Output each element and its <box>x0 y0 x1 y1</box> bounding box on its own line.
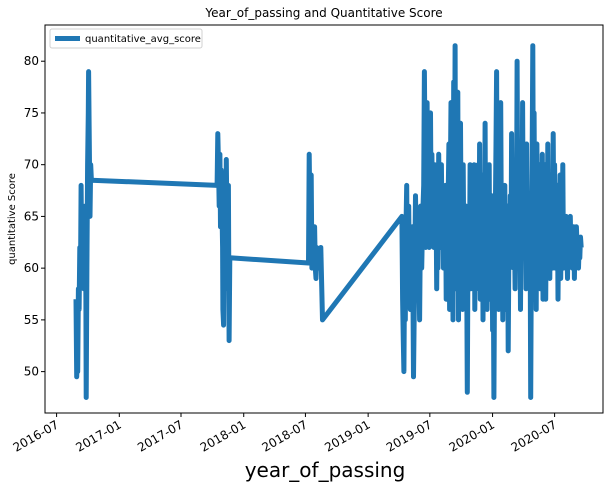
legend-box <box>49 28 203 49</box>
legend: quantitative_avg_score <box>49 28 203 49</box>
chart-title: Year_of_passing and Quantitative Score <box>204 6 442 20</box>
y-tick-label: 65 <box>24 209 39 223</box>
y-tick-label: 80 <box>24 54 39 68</box>
y-tick-label: 60 <box>24 261 39 275</box>
x-tick-label: 2018-01 <box>198 417 248 454</box>
y-axis-label: quantitative Score <box>7 173 18 265</box>
y-tick-label: 75 <box>24 106 39 120</box>
plot-frame <box>44 24 604 414</box>
y-tick-label: 50 <box>24 365 39 379</box>
x-tick-label: 2018-07 <box>259 417 309 454</box>
x-tick-label: 2019-07 <box>384 417 434 454</box>
y-axis: 50 55 60 65 70 75 80 <box>24 54 45 379</box>
x-axis-label: year_of_passing <box>245 458 406 482</box>
legend-label: quantitative_avg_score <box>85 34 201 45</box>
plot-area <box>44 24 604 414</box>
x-tick-label: 2017-07 <box>135 417 185 454</box>
x-tick-label: 2016-07 <box>11 417 61 454</box>
x-tick-label: 2020-01 <box>447 417 497 454</box>
x-tick-label: 2019-01 <box>322 417 372 454</box>
series-line-quantitative_avg_score <box>73 43 584 400</box>
y-tick-label: 55 <box>24 313 39 327</box>
y-tick-label: 70 <box>24 158 39 172</box>
x-tick-label: 2020-07 <box>509 417 559 454</box>
series-layer <box>73 43 584 400</box>
x-axis: 2016-07 2017-01 2017-07 2018-01 2018-07 2019-… <box>11 413 559 455</box>
x-tick-label: 2017-01 <box>73 417 123 454</box>
